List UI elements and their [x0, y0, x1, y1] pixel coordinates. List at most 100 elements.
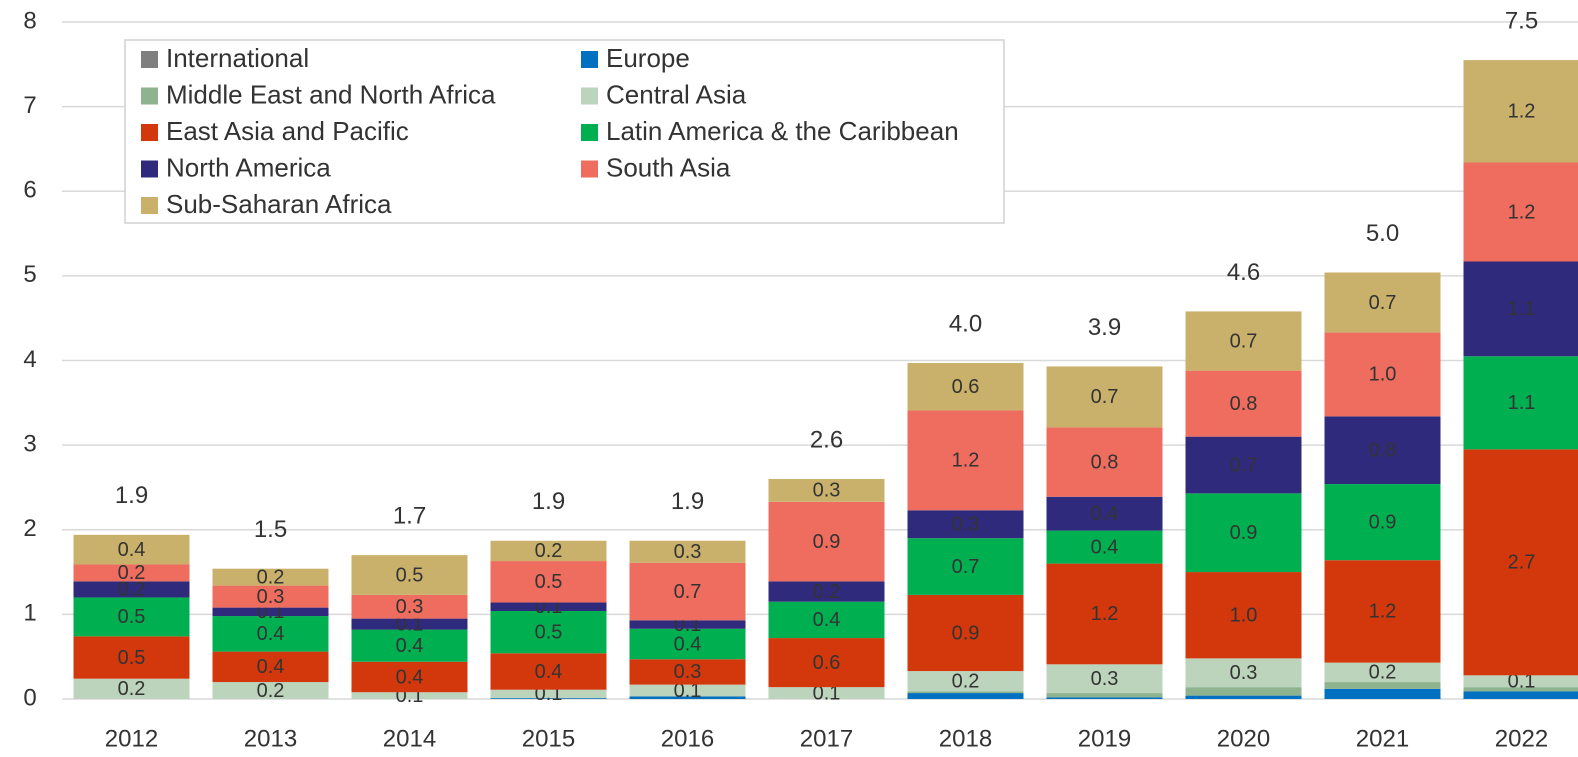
bar-segment: [490, 689, 607, 699]
bar-segment: [768, 478, 885, 502]
bar-segment: [73, 597, 190, 637]
data-label: 0.8: [1091, 451, 1119, 473]
bar-segment: [629, 562, 746, 621]
total-label: 1.9: [115, 482, 148, 509]
data-label: 0.2: [535, 540, 563, 562]
legend-label: Latin America & the Caribbean: [606, 116, 959, 146]
data-label: 0.2: [257, 566, 285, 588]
bar-segment: [1324, 332, 1441, 417]
data-label: 0.3: [674, 661, 702, 683]
legend-swatch: [581, 87, 598, 105]
data-label: 2.7: [1508, 552, 1536, 574]
data-label: 0.4: [118, 539, 146, 561]
bar-segment: [1463, 261, 1578, 357]
y-tick-label: 5: [23, 261, 36, 288]
data-label: 0.4: [813, 609, 841, 631]
data-label: 0.4: [1091, 536, 1119, 558]
data-label: 0.1: [813, 682, 841, 704]
bar-segment: [1046, 530, 1163, 564]
data-label: 0.2: [118, 562, 146, 584]
data-label: 0.3: [813, 480, 841, 502]
total-label: 1.9: [671, 488, 704, 515]
x-tick-label: 2022: [1495, 725, 1548, 752]
bar-segment: [1046, 496, 1163, 531]
data-label: 0.9: [813, 531, 841, 553]
bar-segment: [768, 581, 885, 602]
total-label: 1.9: [532, 488, 565, 515]
legend-swatch: [141, 124, 158, 141]
y-tick-label: 2: [23, 515, 36, 542]
data-label: 0.2: [952, 671, 980, 693]
legend-label: North America: [166, 152, 331, 182]
data-label: 0.7: [1230, 330, 1258, 352]
bar-segment: [907, 594, 1024, 672]
legend-swatch: [141, 87, 158, 105]
data-label: 0.5: [118, 647, 146, 669]
bar-segment: [212, 682, 329, 699]
data-label: 0.6: [952, 376, 980, 398]
data-label: 0.2: [118, 678, 146, 700]
total-label: 4.6: [1227, 259, 1260, 286]
bar-segment: [1046, 366, 1163, 428]
bar-segment: [1046, 697, 1163, 699]
data-label: 0.5: [535, 571, 563, 593]
legend-label: South Asia: [606, 152, 731, 182]
data-label: 0.9: [952, 622, 980, 644]
bar-segment: [1185, 695, 1302, 699]
data-label: 0.7: [952, 556, 980, 578]
bar-segment: [351, 692, 468, 699]
data-label: 0.1: [396, 613, 424, 635]
data-label: 0.8: [1230, 393, 1258, 415]
bar-segment: [907, 510, 1024, 539]
data-label: 0.3: [396, 596, 424, 618]
legend-label: Europe: [606, 43, 690, 73]
bar-segment: [907, 693, 1024, 699]
total-label: 1.5: [254, 516, 287, 543]
bar-segment: [1324, 688, 1441, 699]
y-tick-label: 6: [23, 177, 36, 204]
data-label: 1.0: [1230, 605, 1258, 627]
bar-segment: [629, 540, 746, 563]
legend-label: International: [166, 43, 309, 73]
bar-segment: [1185, 436, 1302, 494]
bar-segment: [351, 661, 468, 693]
legend-box: [124, 39, 1005, 224]
bar-segment: [73, 636, 190, 679]
y-tick-label: 1: [23, 600, 36, 627]
data-label: 0.1: [674, 680, 702, 702]
bar-segment: [1046, 563, 1163, 665]
bar-segment: [768, 501, 885, 582]
y-tick-label: 7: [23, 92, 36, 119]
bar-segment: [212, 568, 329, 586]
data-label: 0.7: [1230, 454, 1258, 476]
x-tick-label: 2015: [522, 725, 575, 752]
bar-segment: [1463, 691, 1578, 699]
bar-segment: [490, 698, 607, 699]
bar-segment: [629, 684, 746, 697]
data-label: 0.3: [674, 541, 702, 563]
x-tick-label: 2016: [661, 725, 714, 752]
data-label: 0.5: [535, 621, 563, 643]
data-label: 0.4: [257, 623, 285, 645]
bar-segment: [629, 628, 746, 660]
bar-segment: [1324, 560, 1441, 663]
data-label: 0.2: [813, 581, 841, 603]
bar-segment: [1046, 693, 1163, 698]
bar-segment: [73, 678, 190, 699]
bar-segment: [1463, 449, 1578, 676]
bar-segment: [907, 691, 1024, 694]
bar-segment: [1324, 662, 1441, 683]
bar-segment: [907, 363, 1024, 411]
bar-segment: [490, 653, 607, 690]
bar-segment: [490, 561, 607, 603]
data-label: 0.4: [1091, 503, 1119, 525]
data-label: 0.4: [257, 656, 285, 678]
y-tick-label: 3: [23, 430, 36, 457]
data-label: 0.3: [952, 514, 980, 536]
bar-segment: [212, 607, 329, 617]
legend-label: East Asia and Pacific: [166, 116, 409, 146]
legend-swatch: [581, 160, 598, 178]
bar-segment: [1324, 272, 1441, 333]
bar-segment: [212, 616, 329, 652]
